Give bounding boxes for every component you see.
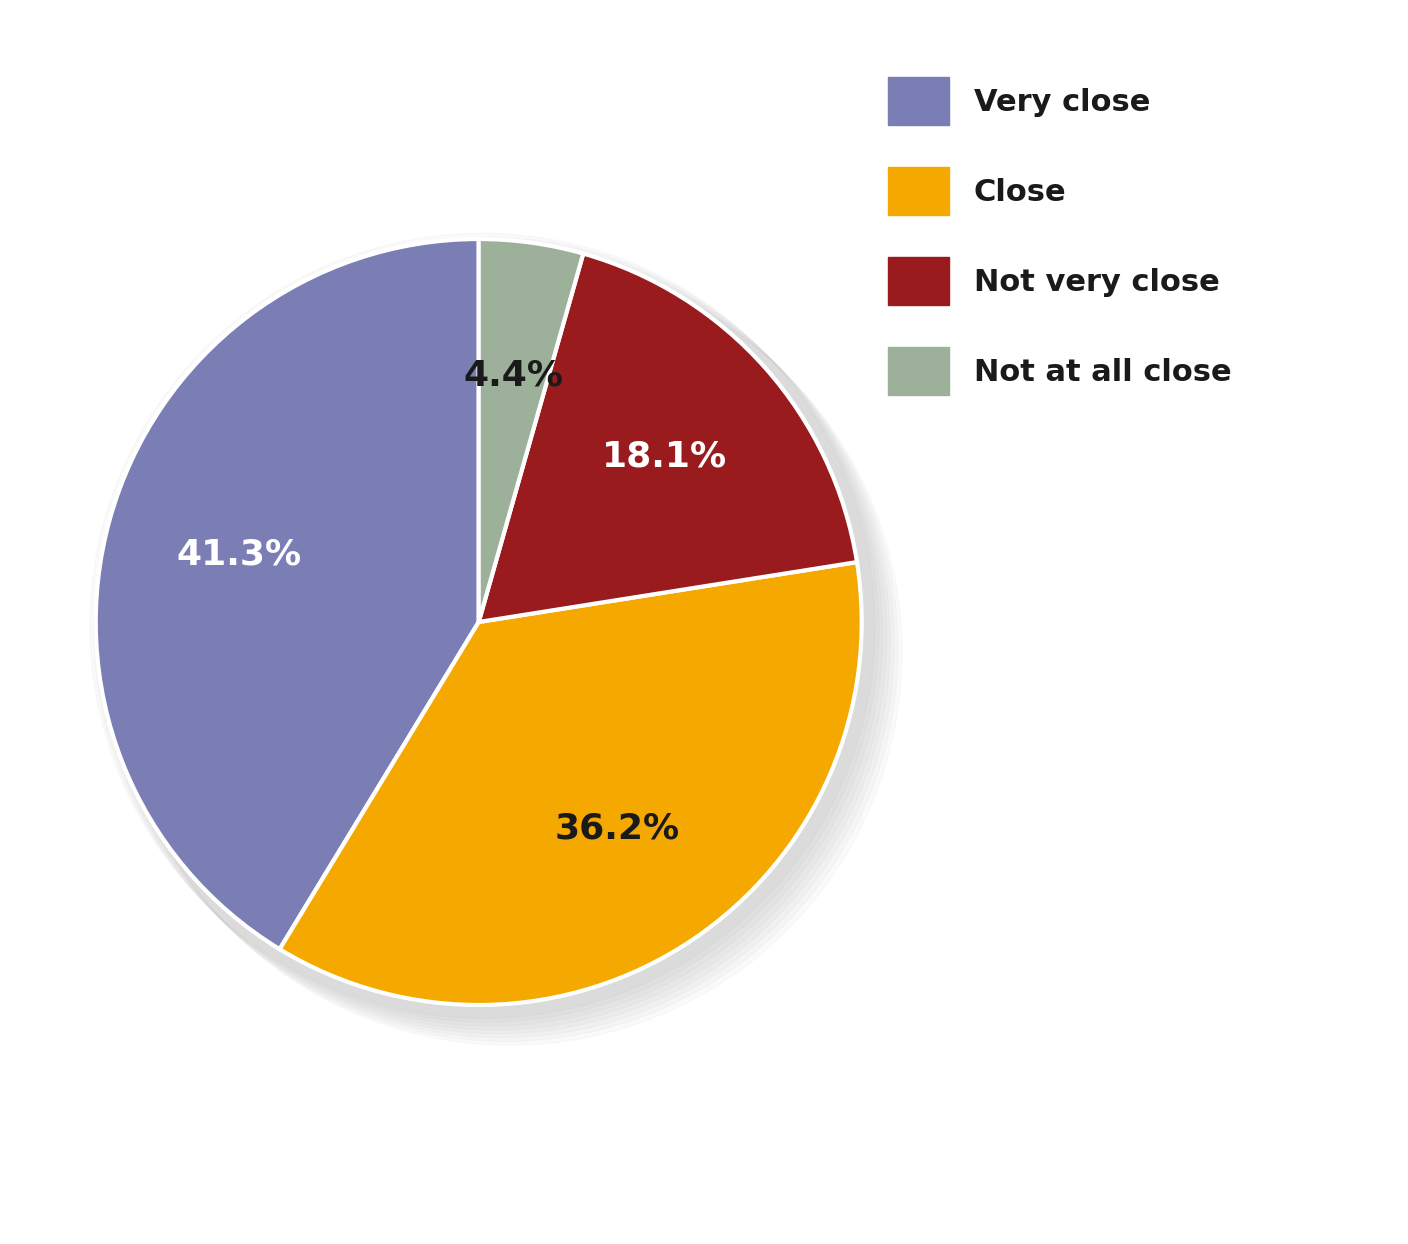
- Legend: Very close, Close, Not very close, Not at all close: Very close, Close, Not very close, Not a…: [888, 77, 1232, 394]
- Wedge shape: [479, 239, 583, 622]
- Wedge shape: [479, 254, 857, 622]
- Text: 41.3%: 41.3%: [176, 537, 301, 572]
- Wedge shape: [96, 239, 479, 949]
- Text: 36.2%: 36.2%: [555, 812, 680, 846]
- Text: 4.4%: 4.4%: [463, 358, 563, 392]
- Wedge shape: [280, 562, 862, 1005]
- Text: 18.1%: 18.1%: [603, 440, 728, 474]
